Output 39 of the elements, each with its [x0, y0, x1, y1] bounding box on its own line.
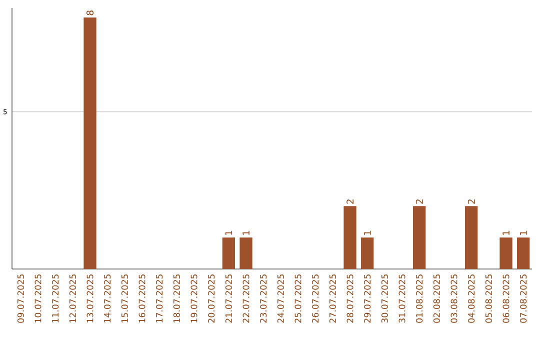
- x-tick-label: 02.08.2025: [433, 274, 440, 323]
- x-tick-label: 10.07.2025: [34, 274, 42, 322]
- x-tick-label: 19.07.2025: [190, 274, 198, 322]
- x-tick-label: 29.07.2025: [364, 274, 371, 323]
- data-label: 8: [86, 10, 94, 16]
- x-tick-label: 18.07.2025: [173, 274, 180, 322]
- x-tick-label: 16.07.2025: [138, 274, 146, 322]
- x-tick-label: 11.07.2025: [52, 274, 59, 322]
- data-label: 2: [346, 200, 354, 204]
- x-tick-label: 06.08.2025: [502, 274, 510, 323]
- data-label: 1: [520, 230, 527, 235]
- x-tick-label: 27.07.2025: [329, 274, 336, 323]
- x-tick-label: 24.07.2025: [277, 274, 284, 323]
- x-tick-label: 31.07.2025: [398, 274, 406, 323]
- x-tick-label: 20.07.2025: [208, 274, 215, 323]
- data-label: 1: [364, 230, 371, 235]
- x-tick-label: 15.07.2025: [121, 274, 128, 322]
- data-label: 2: [416, 200, 423, 204]
- x-tick-label: 21.07.2025: [225, 274, 232, 323]
- data-label: 1: [225, 230, 232, 235]
- data-label: 1: [502, 230, 510, 235]
- x-tick-label: 22.07.2025: [242, 274, 250, 323]
- x-tick-label: 07.08.2025: [520, 274, 527, 323]
- x-tick-label: 13.07.2025: [86, 274, 94, 322]
- x-tick-label: 05.08.2025: [485, 274, 492, 323]
- x-tick-label: 28.07.2025: [346, 274, 354, 323]
- x-tick-label: 14.07.2025: [104, 274, 111, 322]
- x-tick-label: 03.08.2025: [450, 274, 458, 323]
- x-tick-label: 23.07.2025: [260, 274, 267, 323]
- x-tick-label: 01.08.2025: [416, 274, 423, 323]
- data-label: 1: [242, 230, 250, 235]
- x-tick-label: 17.07.2025: [156, 274, 163, 322]
- x-tick-label: 12.07.2025: [69, 274, 76, 322]
- x-tick-label: 25.07.2025: [294, 274, 302, 323]
- x-tick-label: 30.07.2025: [381, 274, 388, 323]
- x-tick-label: 04.08.2025: [468, 274, 475, 323]
- x-tick-label: 09.07.2025: [17, 274, 24, 323]
- x-tick-label: 26.07.2025: [312, 274, 319, 323]
- data-label: 2: [468, 200, 475, 204]
